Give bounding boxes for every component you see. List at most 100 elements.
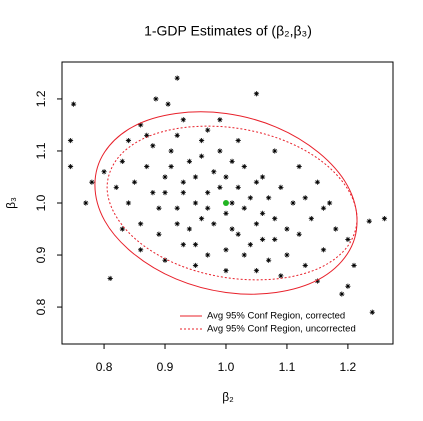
scatter-point <box>314 278 321 284</box>
scatter-point <box>186 226 193 232</box>
scatter-point <box>272 236 278 243</box>
scatter-point <box>205 205 211 211</box>
scatter-point <box>284 226 290 232</box>
scatter-point <box>165 101 171 107</box>
scatter-point <box>351 262 357 269</box>
scatter-point <box>83 200 89 206</box>
scatter-point <box>320 205 327 211</box>
scatter-point <box>156 231 162 237</box>
scatter-point <box>174 132 180 138</box>
scatter-point <box>180 189 186 196</box>
scatter-point <box>284 252 290 258</box>
legend-label: Avg 95% Conf Region, corrected <box>207 311 345 322</box>
scatter-point <box>314 179 321 185</box>
scatter-point <box>308 216 314 222</box>
scatter-point <box>131 179 138 185</box>
scatter-point <box>223 268 229 274</box>
scatter-point <box>369 309 375 315</box>
scatter-point <box>296 231 302 237</box>
scatter-point <box>302 262 308 269</box>
scatter-point <box>229 158 235 164</box>
x-tick-label: 0.8 <box>96 360 113 374</box>
legend-label: Avg 95% Conf Region, uncorrected <box>207 324 356 335</box>
scatter-point <box>366 218 372 224</box>
scatter-point <box>198 153 205 159</box>
scatter-point <box>217 117 223 123</box>
scatter-point <box>235 231 241 237</box>
scatter-point <box>259 210 266 217</box>
scatter-point <box>211 221 217 227</box>
scatter-point <box>180 117 186 123</box>
scatter-point <box>119 226 125 232</box>
scatter-point <box>113 184 119 190</box>
scatter-point <box>302 195 308 201</box>
scatter-point <box>253 221 260 227</box>
scatter-point <box>150 143 156 149</box>
scatter-point <box>198 216 205 222</box>
center-point <box>222 200 229 206</box>
scatter-point <box>67 163 74 170</box>
confidence-ellipse <box>106 125 358 281</box>
scatter-point <box>235 184 241 190</box>
scatter-point <box>174 75 180 81</box>
scatter-point <box>235 137 241 144</box>
scatter-point <box>247 195 253 201</box>
scatter-point <box>144 163 150 170</box>
scatter-point <box>153 96 159 102</box>
scatter-point <box>70 101 77 107</box>
x-tick-label: 0.9 <box>157 360 174 374</box>
scatter-point <box>101 169 107 175</box>
scatter-point <box>168 148 174 154</box>
scatter-point <box>272 148 278 154</box>
y-tick-label: 1.0 <box>34 194 48 211</box>
y-tick-label: 0.8 <box>34 298 48 315</box>
scatter-point <box>229 226 235 232</box>
scatter-point <box>217 148 223 154</box>
y-tick-label: 0.9 <box>34 246 48 263</box>
y-tick-label: 1.1 <box>34 142 48 159</box>
scatter-point <box>266 257 272 263</box>
y-axis-label: β₃ <box>4 197 18 209</box>
scatter-point <box>223 247 229 253</box>
confidence-ellipse <box>94 111 358 295</box>
scatter-point <box>205 127 211 133</box>
scatter-point <box>150 189 156 196</box>
scatter-point <box>156 205 162 211</box>
scatter-point <box>290 200 296 206</box>
x-tick-label: 1.2 <box>340 360 357 374</box>
scatter-point <box>138 221 144 227</box>
scatter-point <box>253 268 260 274</box>
scatter-point <box>272 216 278 222</box>
scatter-point <box>89 179 95 185</box>
scatter-point <box>125 137 132 144</box>
scatter-point <box>168 163 174 170</box>
scatter-point <box>266 195 272 201</box>
scatter-point <box>241 205 247 211</box>
scatter-point <box>241 163 247 170</box>
scatter-point <box>345 283 351 289</box>
scatter-point <box>162 257 168 263</box>
scatter-point <box>107 275 113 282</box>
scatter-point <box>162 189 168 196</box>
scatter-point <box>119 158 125 164</box>
scatter-point <box>205 252 211 258</box>
scatter-point <box>180 242 186 248</box>
scatter-point <box>229 200 235 206</box>
x-tick-label: 1.1 <box>279 360 296 374</box>
scatter-point <box>253 179 260 185</box>
scatter-point <box>192 262 199 269</box>
x-axis-label: β₂ <box>222 390 234 404</box>
scatter-point <box>198 137 205 144</box>
scatter-point <box>223 174 229 180</box>
scatter-point <box>259 236 266 243</box>
scatter-point <box>192 174 199 180</box>
scatter-point <box>211 169 217 175</box>
scatter-point <box>174 205 180 211</box>
scatter-point <box>259 174 266 180</box>
x-tick-label: 1.0 <box>218 360 235 374</box>
scatter-point <box>339 291 345 297</box>
scatter-point <box>192 242 199 248</box>
scatter-point <box>253 91 260 97</box>
scatter-point <box>247 242 253 248</box>
